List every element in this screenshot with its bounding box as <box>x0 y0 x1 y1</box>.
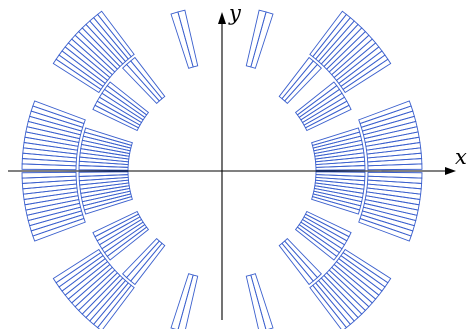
coil-turn <box>83 127 133 146</box>
coil-turn <box>25 126 81 143</box>
coil-turn <box>32 217 86 242</box>
outermost-pole-block-q4 <box>245 273 274 329</box>
outer-layer-midplane-block-q4 <box>358 171 423 242</box>
x-axis-label: x <box>455 145 467 169</box>
coil-turn <box>170 273 194 329</box>
outermost-pole-block-q2 <box>170 9 199 69</box>
coil-turn <box>92 104 140 132</box>
coil-turn <box>281 240 319 282</box>
coil-turn <box>22 141 78 155</box>
coil-turn <box>366 141 422 155</box>
coil-turn <box>23 136 79 151</box>
coil-turn <box>32 100 86 125</box>
inner-layer-middle-block-q1 <box>294 81 352 132</box>
outermost-pole-block-q1 <box>245 9 274 69</box>
coil-turn <box>21 158 77 167</box>
coil-turn <box>177 274 199 329</box>
coil-turn <box>309 10 348 58</box>
coil-turn <box>304 104 352 132</box>
coil-turn <box>130 56 166 100</box>
coil-turn <box>92 210 140 238</box>
coil-turn <box>130 242 166 286</box>
coil-turn <box>25 199 81 216</box>
coil-turn <box>125 240 163 282</box>
coil-turn <box>106 81 150 116</box>
coil-turn <box>170 11 194 69</box>
coil-turn <box>314 152 365 163</box>
coil-turn <box>177 9 199 68</box>
outer-layer-midplane-block-q3 <box>21 171 86 242</box>
coil-turn <box>314 179 365 190</box>
axes: x y <box>8 1 467 320</box>
coil-turn <box>363 199 419 216</box>
coil-turn <box>250 273 274 329</box>
inner-layer-midplane-block-q1 <box>311 127 366 171</box>
coil-turn <box>365 136 421 151</box>
x-axis-arrowhead <box>445 167 456 175</box>
coil-turn <box>245 9 267 68</box>
inner-layer-midplane-block-q2 <box>78 127 133 171</box>
outer-layer-pole-block-q3 <box>52 248 135 329</box>
inner-layer-pole-block-q2 <box>122 56 166 105</box>
coil-turn <box>365 191 421 206</box>
coil-turn <box>250 11 274 69</box>
coil-turn <box>79 152 130 163</box>
coil-turn <box>106 226 150 261</box>
coil-turn <box>367 158 423 167</box>
coil-turn <box>96 284 135 329</box>
inner-layer-pole-block-q4 <box>278 237 322 286</box>
inner-layer-middle-block-q3 <box>92 210 150 261</box>
coil-turn <box>21 175 77 184</box>
outer-layer-pole-block-q2 <box>52 10 135 94</box>
y-axis-arrowhead <box>218 12 226 24</box>
coil-turn <box>358 100 412 125</box>
coil-turn <box>311 196 361 215</box>
coil-turn <box>245 274 267 329</box>
coil-turn <box>281 60 319 102</box>
outer-layer-midplane-block-q1 <box>358 100 423 171</box>
inner-layer-pole-block-q1 <box>278 56 322 105</box>
coil-turn <box>96 10 135 58</box>
coil-blocks <box>21 9 423 329</box>
coil-turn <box>284 237 322 279</box>
coil-turn <box>294 226 338 261</box>
coil-turn <box>122 237 160 279</box>
inner-layer-midplane-block-q4 <box>311 171 366 215</box>
coil-turn <box>361 115 417 136</box>
outer-layer-pole-block-q1 <box>309 10 392 94</box>
coil-turn <box>309 284 348 329</box>
coil-turn <box>366 187 422 201</box>
coil-turn <box>363 126 419 143</box>
coil-turn <box>358 217 412 242</box>
outer-layer-pole-block-q4 <box>309 248 392 329</box>
coil-turn <box>294 81 338 116</box>
coil-turn <box>122 63 160 105</box>
coil-turn <box>311 127 361 146</box>
inner-layer-midplane-block-q3 <box>78 171 133 215</box>
coil-turn <box>278 56 314 100</box>
y-axis-label: y <box>228 1 242 25</box>
outer-layer-midplane-block-q2 <box>21 100 86 171</box>
coil-turn <box>27 206 83 227</box>
inner-layer-middle-block-q2 <box>92 81 150 132</box>
coil-turn <box>83 196 133 215</box>
coil-turn <box>23 191 79 206</box>
coil-turn <box>22 187 78 201</box>
inner-layer-middle-block-q4 <box>294 210 352 261</box>
coil-turn <box>79 179 130 190</box>
coil-turn <box>367 175 423 184</box>
coil-turn <box>304 210 352 238</box>
coil-turn <box>278 242 314 286</box>
coil-turn <box>125 60 163 102</box>
coil-turn <box>27 115 83 136</box>
coil-turn <box>361 206 417 227</box>
coil-turn <box>284 63 322 105</box>
inner-layer-pole-block-q3 <box>122 237 166 286</box>
outermost-pole-block-q3 <box>170 273 199 329</box>
